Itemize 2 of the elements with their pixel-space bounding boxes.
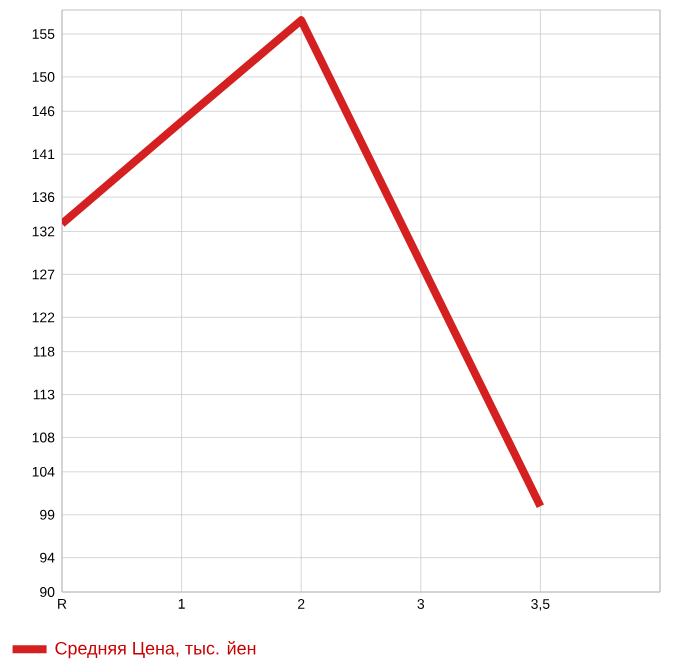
legend-label: Средняя Цена, тыс. йен bbox=[55, 641, 256, 659]
line-series bbox=[62, 16, 545, 511]
